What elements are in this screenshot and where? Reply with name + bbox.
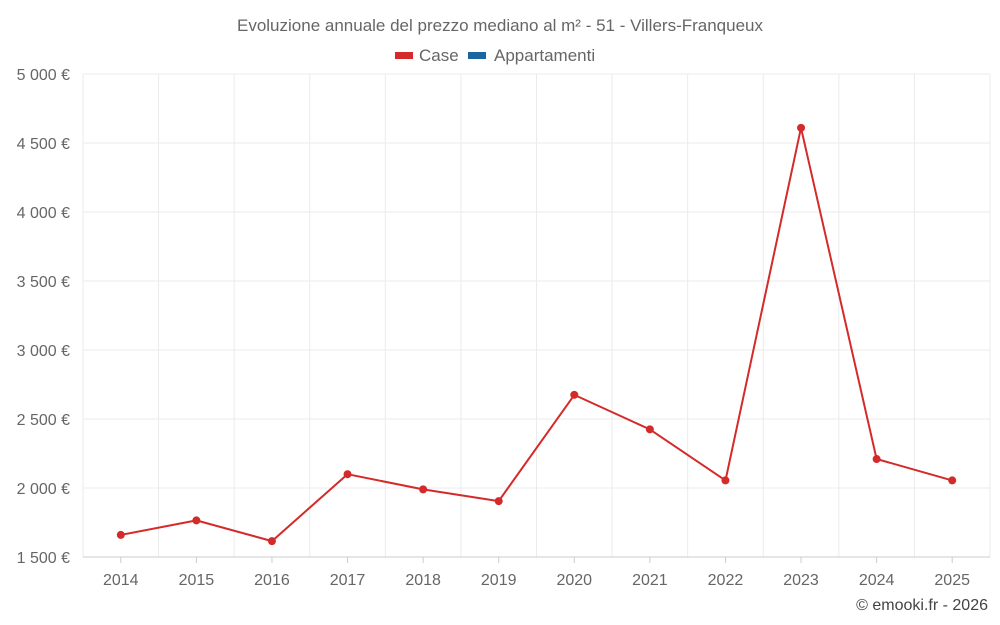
data-point-case[interactable]: [192, 516, 201, 525]
x-tick-label: 2017: [330, 572, 366, 589]
x-tick-label: 2021: [632, 572, 668, 589]
y-axis: 1 500 € 2 000 € 2 500 € 3 000 € 3 500 € 4 000…: [17, 67, 70, 567]
x-tick-label: 2025: [934, 572, 970, 589]
x-tick-label: 2015: [179, 572, 215, 589]
x-tick-label: 2014: [103, 572, 139, 589]
y-tick-label: 5 000 €: [17, 67, 70, 84]
x-tick-label: 2023: [783, 572, 819, 589]
y-tick-label: 1 500 €: [17, 550, 70, 567]
y-tick-label: 3 000 €: [17, 343, 70, 360]
data-point-case[interactable]: [721, 476, 730, 485]
data-point-case[interactable]: [419, 485, 428, 494]
x-tick-label: 2016: [254, 572, 290, 589]
data-point-case[interactable]: [494, 497, 503, 506]
data-point-case[interactable]: [116, 530, 125, 539]
data-point-case[interactable]: [797, 123, 806, 132]
series-case: [116, 123, 957, 546]
legend-item-appartamenti[interactable]: Appartamenti: [468, 46, 595, 65]
x-tick-label: 2020: [556, 572, 592, 589]
legend-label-case: Case: [419, 46, 459, 65]
x-tick-label: 2024: [859, 572, 895, 589]
x-tick-label: 2018: [405, 572, 441, 589]
y-tick-label: 4 000 €: [17, 205, 70, 222]
y-tick-label: 2 500 €: [17, 412, 70, 429]
data-point-case[interactable]: [948, 476, 957, 485]
grid: [82, 73, 991, 557]
y-tick-label: 3 500 €: [17, 274, 70, 291]
legend-swatch-appartamenti: [468, 52, 486, 59]
x-tick-label: 2019: [481, 572, 517, 589]
y-tick-label: 4 500 €: [17, 136, 70, 153]
legend: Case Appartamenti: [395, 46, 595, 65]
data-point-case[interactable]: [343, 470, 352, 479]
legend-label-appartamenti: Appartamenti: [494, 46, 595, 65]
legend-swatch-case: [395, 52, 413, 59]
credit-text: © emooki.fr - 2026: [856, 597, 988, 614]
legend-item-case[interactable]: Case: [395, 46, 459, 65]
y-tick-label: 2 000 €: [17, 481, 70, 498]
x-tick-label: 2022: [708, 572, 744, 589]
chart-title: Evoluzione annuale del prezzo mediano al…: [237, 16, 764, 35]
data-point-case[interactable]: [872, 455, 881, 464]
data-point-case[interactable]: [570, 390, 579, 399]
series-line-case: [120, 126, 953, 543]
data-point-case[interactable]: [645, 425, 654, 434]
data-point-case[interactable]: [267, 537, 276, 546]
x-axis: 2014 2015 2016 2017 2018 2019 2020 2021 2022 2023…: [83, 556, 990, 589]
